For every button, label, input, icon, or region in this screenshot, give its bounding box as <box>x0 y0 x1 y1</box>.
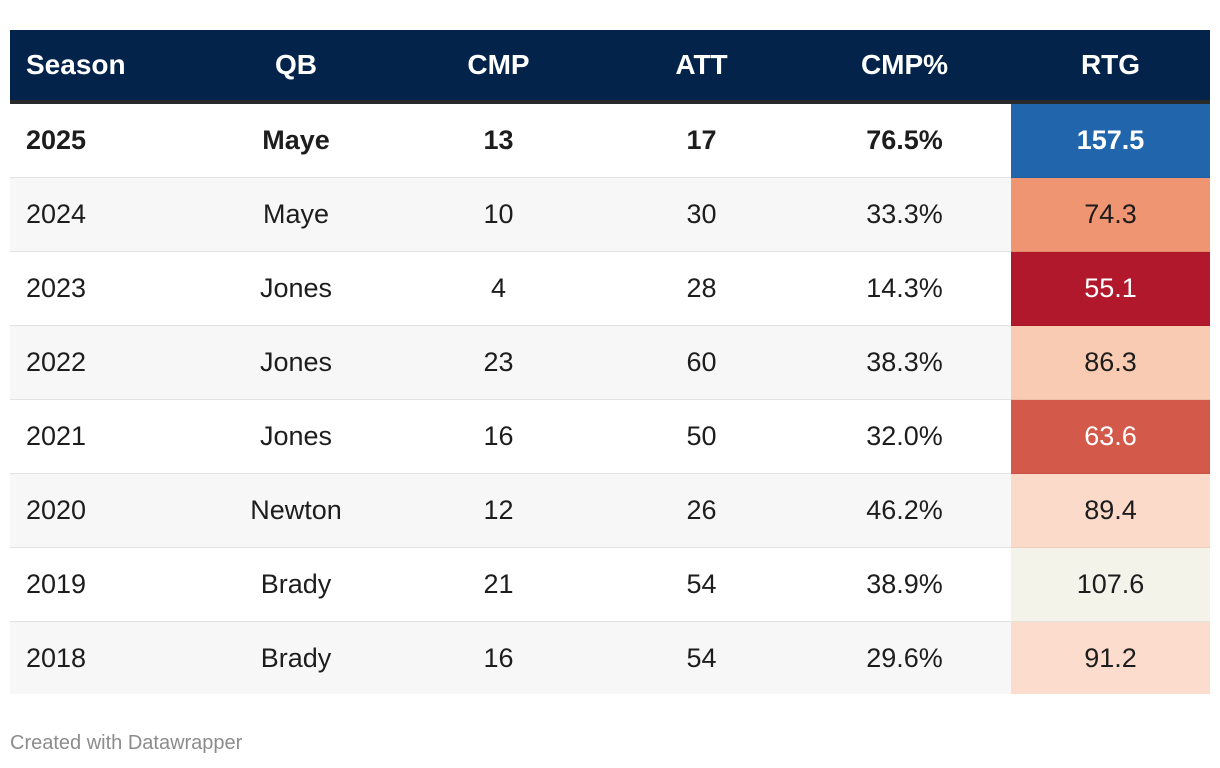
cell-att: 30 <box>605 177 798 252</box>
cell-cmp: 16 <box>392 399 605 474</box>
cell-season: 2020 <box>10 473 200 548</box>
cell-cmp: 16 <box>392 621 605 694</box>
cell-season: 2021 <box>10 399 200 474</box>
cell-att: 26 <box>605 473 798 548</box>
cell-cmp-pct: 38.3% <box>798 325 1011 400</box>
column-header-att[interactable]: ATT <box>605 30 798 104</box>
cell-season: 2024 <box>10 177 200 252</box>
column-header-cmp[interactable]: CMP <box>392 30 605 104</box>
cell-rtg: 55.1 <box>1011 251 1210 326</box>
cell-qb: Jones <box>200 399 392 474</box>
cell-cmp-pct: 14.3% <box>798 251 1011 326</box>
cell-season: 2018 <box>10 621 200 694</box>
cell-rtg: 63.6 <box>1011 399 1210 474</box>
table-row: 2018 Brady 16 54 29.6% 91.2 <box>10 621 1210 694</box>
cell-season: 2023 <box>10 251 200 326</box>
cell-qb: Jones <box>200 251 392 326</box>
cell-att: 54 <box>605 547 798 622</box>
cell-cmp-pct: 29.6% <box>798 621 1011 694</box>
cell-qb: Newton <box>200 473 392 548</box>
cell-cmp-pct: 33.3% <box>798 177 1011 252</box>
table-header: Season QB CMP ATT CMP% RTG <box>10 30 1210 104</box>
cell-qb: Jones <box>200 325 392 400</box>
cell-att: 50 <box>605 399 798 474</box>
cell-att: 54 <box>605 621 798 694</box>
cell-qb: Brady <box>200 547 392 622</box>
datawrapper-credit[interactable]: Created with Datawrapper <box>10 732 243 754</box>
qb-stats-table: Season QB CMP ATT CMP% RTG 2025 Maye 13 17 7… <box>10 30 1210 694</box>
cell-cmp: 10 <box>392 177 605 252</box>
cell-cmp-pct: 38.9% <box>798 547 1011 622</box>
cell-cmp-pct: 76.5% <box>798 102 1011 178</box>
table-row: 2024 Maye 10 30 33.3% 74.3 <box>10 177 1210 252</box>
cell-rtg: 91.2 <box>1011 621 1210 694</box>
column-header-rtg[interactable]: RTG <box>1011 30 1210 104</box>
cell-season: 2019 <box>10 547 200 622</box>
cell-rtg: 89.4 <box>1011 473 1210 548</box>
header-row: Season QB CMP ATT CMP% RTG <box>10 30 1210 104</box>
cell-cmp: 4 <box>392 251 605 326</box>
cell-rtg: 86.3 <box>1011 325 1210 400</box>
table-row: 2020 Newton 12 26 46.2% 89.4 <box>10 473 1210 548</box>
column-header-season[interactable]: Season <box>10 30 200 104</box>
cell-qb: Brady <box>200 621 392 694</box>
cell-rtg: 107.6 <box>1011 547 1210 622</box>
cell-rtg: 74.3 <box>1011 177 1210 252</box>
cell-cmp-pct: 46.2% <box>798 473 1011 548</box>
cell-cmp: 21 <box>392 547 605 622</box>
table-body: 2025 Maye 13 17 76.5% 157.5 2024 Maye 10 30 33.3% 7… <box>10 102 1210 694</box>
cell-cmp-pct: 32.0% <box>798 399 1011 474</box>
cell-cmp: 12 <box>392 473 605 548</box>
cell-season: 2022 <box>10 325 200 400</box>
table-row: 2022 Jones 23 60 38.3% 86.3 <box>10 325 1210 400</box>
cell-att: 17 <box>605 102 798 178</box>
table-row: 2021 Jones 16 50 32.0% 63.6 <box>10 399 1210 474</box>
column-header-cmp-pct[interactable]: CMP% <box>798 30 1011 104</box>
cell-cmp: 23 <box>392 325 605 400</box>
stats-table-container: Season QB CMP ATT CMP% RTG 2025 Maye 13 17 7… <box>10 30 1210 694</box>
column-header-qb[interactable]: QB <box>200 30 392 104</box>
cell-att: 28 <box>605 251 798 326</box>
cell-season: 2025 <box>10 102 200 178</box>
table-row: 2025 Maye 13 17 76.5% 157.5 <box>10 102 1210 178</box>
cell-qb: Maye <box>200 102 392 178</box>
cell-qb: Maye <box>200 177 392 252</box>
cell-att: 60 <box>605 325 798 400</box>
cell-rtg: 157.5 <box>1011 102 1210 178</box>
table-row: 2023 Jones 4 28 14.3% 55.1 <box>10 251 1210 326</box>
cell-cmp: 13 <box>392 102 605 178</box>
table-row: 2019 Brady 21 54 38.9% 107.6 <box>10 547 1210 622</box>
